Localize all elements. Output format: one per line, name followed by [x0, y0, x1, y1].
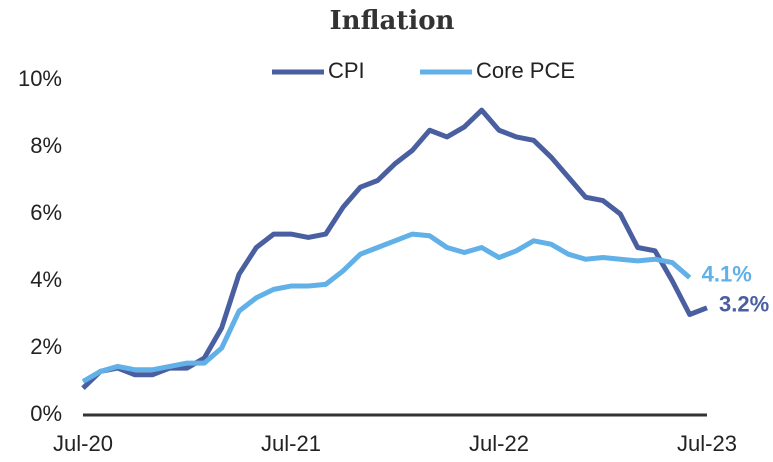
x-tick-label: Jul-22 [469, 431, 529, 456]
legend-label: CPI [328, 58, 365, 83]
y-tick-label: 8% [30, 133, 62, 158]
end-label: 3.2% [719, 292, 769, 317]
x-tick-label: Jul-21 [261, 431, 321, 456]
y-tick-label: 4% [30, 267, 62, 292]
y-tick-label: 6% [30, 200, 62, 225]
x-tick-label: Jul-23 [677, 431, 737, 456]
y-tick-label: 2% [30, 334, 62, 359]
line-series [81, 107, 708, 390]
chart-title: Inflation [330, 6, 455, 36]
y-tick-label: 0% [30, 401, 62, 426]
legend-label: Core PCE [476, 58, 575, 83]
x-tick-label: Jul-20 [53, 431, 113, 456]
y-tick-label: 10% [18, 66, 62, 91]
line-series [81, 231, 692, 384]
end-label: 4.1% [702, 261, 752, 286]
